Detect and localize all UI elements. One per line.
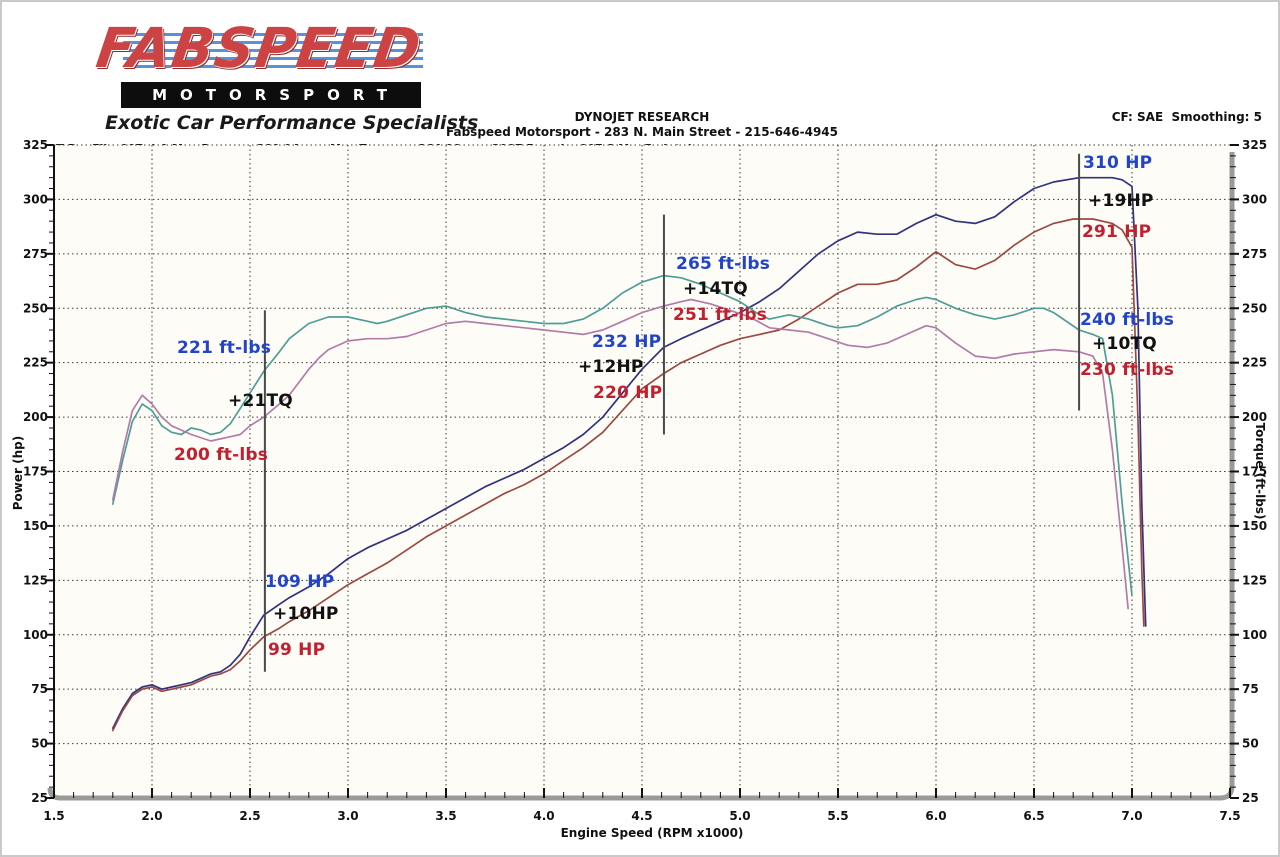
annotation-232-hp: 232 HP — [592, 332, 662, 352]
annotation--21tq: +21TQ — [228, 391, 293, 411]
annotation--14tq: +14TQ — [683, 279, 748, 299]
rpm-tick-label: 7.5 — [1219, 809, 1240, 823]
power-tick-label: 100 — [23, 628, 48, 642]
torque-tick-label: 100 — [1242, 628, 1267, 642]
annotation--10hp: +10HP — [273, 604, 339, 624]
rpm-tick-label: 2.5 — [239, 809, 260, 823]
rpm-tick-label: 7.0 — [1121, 809, 1142, 823]
power-tick-label: 25 — [31, 791, 48, 805]
power-tick-label: 125 — [23, 573, 48, 587]
maxflo-torque-curve — [111, 274, 1133, 597]
report-header: DYNOJET RESEARCH Fabspeed Motorsport - 2… — [432, 110, 852, 139]
rpm-tick-label: 4.5 — [631, 809, 652, 823]
maxflo-power-curve — [111, 176, 1147, 730]
correction-smoothing-label: CF: SAE Smoothing: 5 — [1111, 110, 1262, 124]
annotation-251-ft-lbs: 251 ft-lbs — [673, 305, 768, 325]
torque-tick-label: 325 — [1242, 138, 1267, 152]
annotation--19hp: +19HP — [1088, 191, 1154, 211]
power-tick-label: 75 — [31, 682, 48, 696]
logo-speed-stripes-icon — [123, 28, 423, 72]
power-tick-label: 175 — [23, 465, 48, 479]
rpm-axis-title: Engine Speed (RPM x1000) — [560, 826, 744, 840]
annotation-220-hp: 220 HP — [593, 383, 663, 403]
annotation-265-ft-lbs: 265 ft-lbs — [676, 254, 771, 274]
power-tick-label: 50 — [31, 737, 48, 751]
logo-motorsport-bar: MOTORSPORT — [121, 82, 421, 108]
rpm-tick-label: 1.5 — [43, 809, 64, 823]
annotation--10tq: +10TQ — [1092, 334, 1157, 354]
rpm-tick-label: 4.0 — [533, 809, 554, 823]
dynojet-title: DYNOJET RESEARCH — [574, 110, 710, 124]
torque-tick-label: 175 — [1242, 465, 1267, 479]
annotation-109-hp: 109 HP — [265, 572, 335, 592]
annotation-310-hp: 310 HP — [1083, 153, 1153, 173]
power-tick-label: 275 — [23, 247, 48, 261]
annotation-291-hp: 291 HP — [1082, 222, 1152, 242]
fabspeed-logo: FABSPEED MOTORSPORT Exotic Car Performan… — [93, 14, 479, 134]
torque-tick-label: 200 — [1242, 410, 1267, 424]
rpm-tick-label: 5.5 — [827, 809, 848, 823]
torque-tick-label: 250 — [1242, 301, 1267, 315]
torque-tick-label: 125 — [1242, 573, 1267, 587]
stock-torque-curve — [111, 298, 1129, 610]
torque-tick-label: 275 — [1242, 247, 1267, 261]
rpm-tick-label: 3.0 — [337, 809, 358, 823]
power-tick-label: 250 — [23, 301, 48, 315]
torque-tick-label: 25 — [1242, 791, 1259, 805]
annotation-240-ft-lbs: 240 ft-lbs — [1080, 310, 1175, 330]
power-tick-label: 150 — [23, 519, 48, 533]
power-axis-title: Power (hp) — [11, 435, 25, 511]
power-tick-label: 325 — [23, 138, 48, 152]
rpm-tick-label: 6.5 — [1023, 809, 1044, 823]
torque-tick-label: 300 — [1242, 192, 1267, 206]
annotation-230-ft-lbs: 230 ft-lbs — [1080, 360, 1175, 380]
torque-tick-label: 50 — [1242, 737, 1259, 751]
annotation-200-ft-lbs: 200 ft-lbs — [174, 445, 269, 465]
annotation--12hp: +12HP — [578, 357, 644, 377]
logo-tagline: Exotic Car Performance Specialists — [105, 112, 479, 134]
shop-address: Fabspeed Motorsport - 283 N. Main Street… — [446, 125, 838, 139]
power-tick-label: 300 — [23, 192, 48, 206]
power-tick-label: 200 — [23, 410, 48, 424]
rpm-tick-label: 2.0 — [141, 809, 162, 823]
rpm-tick-label: 5.0 — [729, 809, 750, 823]
power-tick-label: 225 — [23, 356, 48, 370]
torque-tick-label: 225 — [1242, 356, 1267, 370]
torque-axis-title: Torque (ft-lbs) — [1253, 422, 1267, 520]
rpm-tick-label: 6.0 — [925, 809, 946, 823]
annotation-221-ft-lbs: 221 ft-lbs — [177, 338, 272, 358]
annotation-99-hp: 99 HP — [268, 640, 326, 660]
torque-tick-label: 150 — [1242, 519, 1267, 533]
rpm-tick-label: 3.5 — [435, 809, 456, 823]
axis-frame — [47, 152, 1235, 801]
stock-power-curve — [111, 218, 1145, 732]
torque-tick-label: 75 — [1242, 682, 1259, 696]
